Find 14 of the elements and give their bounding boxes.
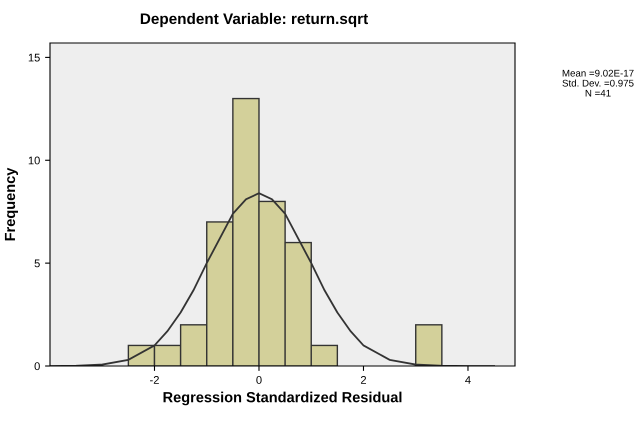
- x-tick-label: 0: [256, 376, 262, 384]
- y-axis-title: Frequency: [4, 168, 18, 240]
- x-tick-label: -2: [150, 376, 159, 384]
- text: Std. Dev. =0.975: [562, 79, 634, 87]
- text: Mean =9.02E-17: [562, 70, 634, 77]
- x-tick-label: 2: [360, 376, 366, 384]
- y-tick-label: 0: [34, 362, 40, 370]
- y-tick-label: 10: [28, 156, 40, 164]
- chart-title: Dependent Variable: return.sqrt: [140, 12, 368, 28]
- y-tick-label: 15: [28, 54, 40, 62]
- x-tick-label: 4: [465, 376, 471, 384]
- text: N =41: [586, 90, 611, 97]
- x-axis-title: Regression Standardized Residual: [164, 392, 402, 406]
- y-tick-label: 5: [34, 260, 40, 268]
